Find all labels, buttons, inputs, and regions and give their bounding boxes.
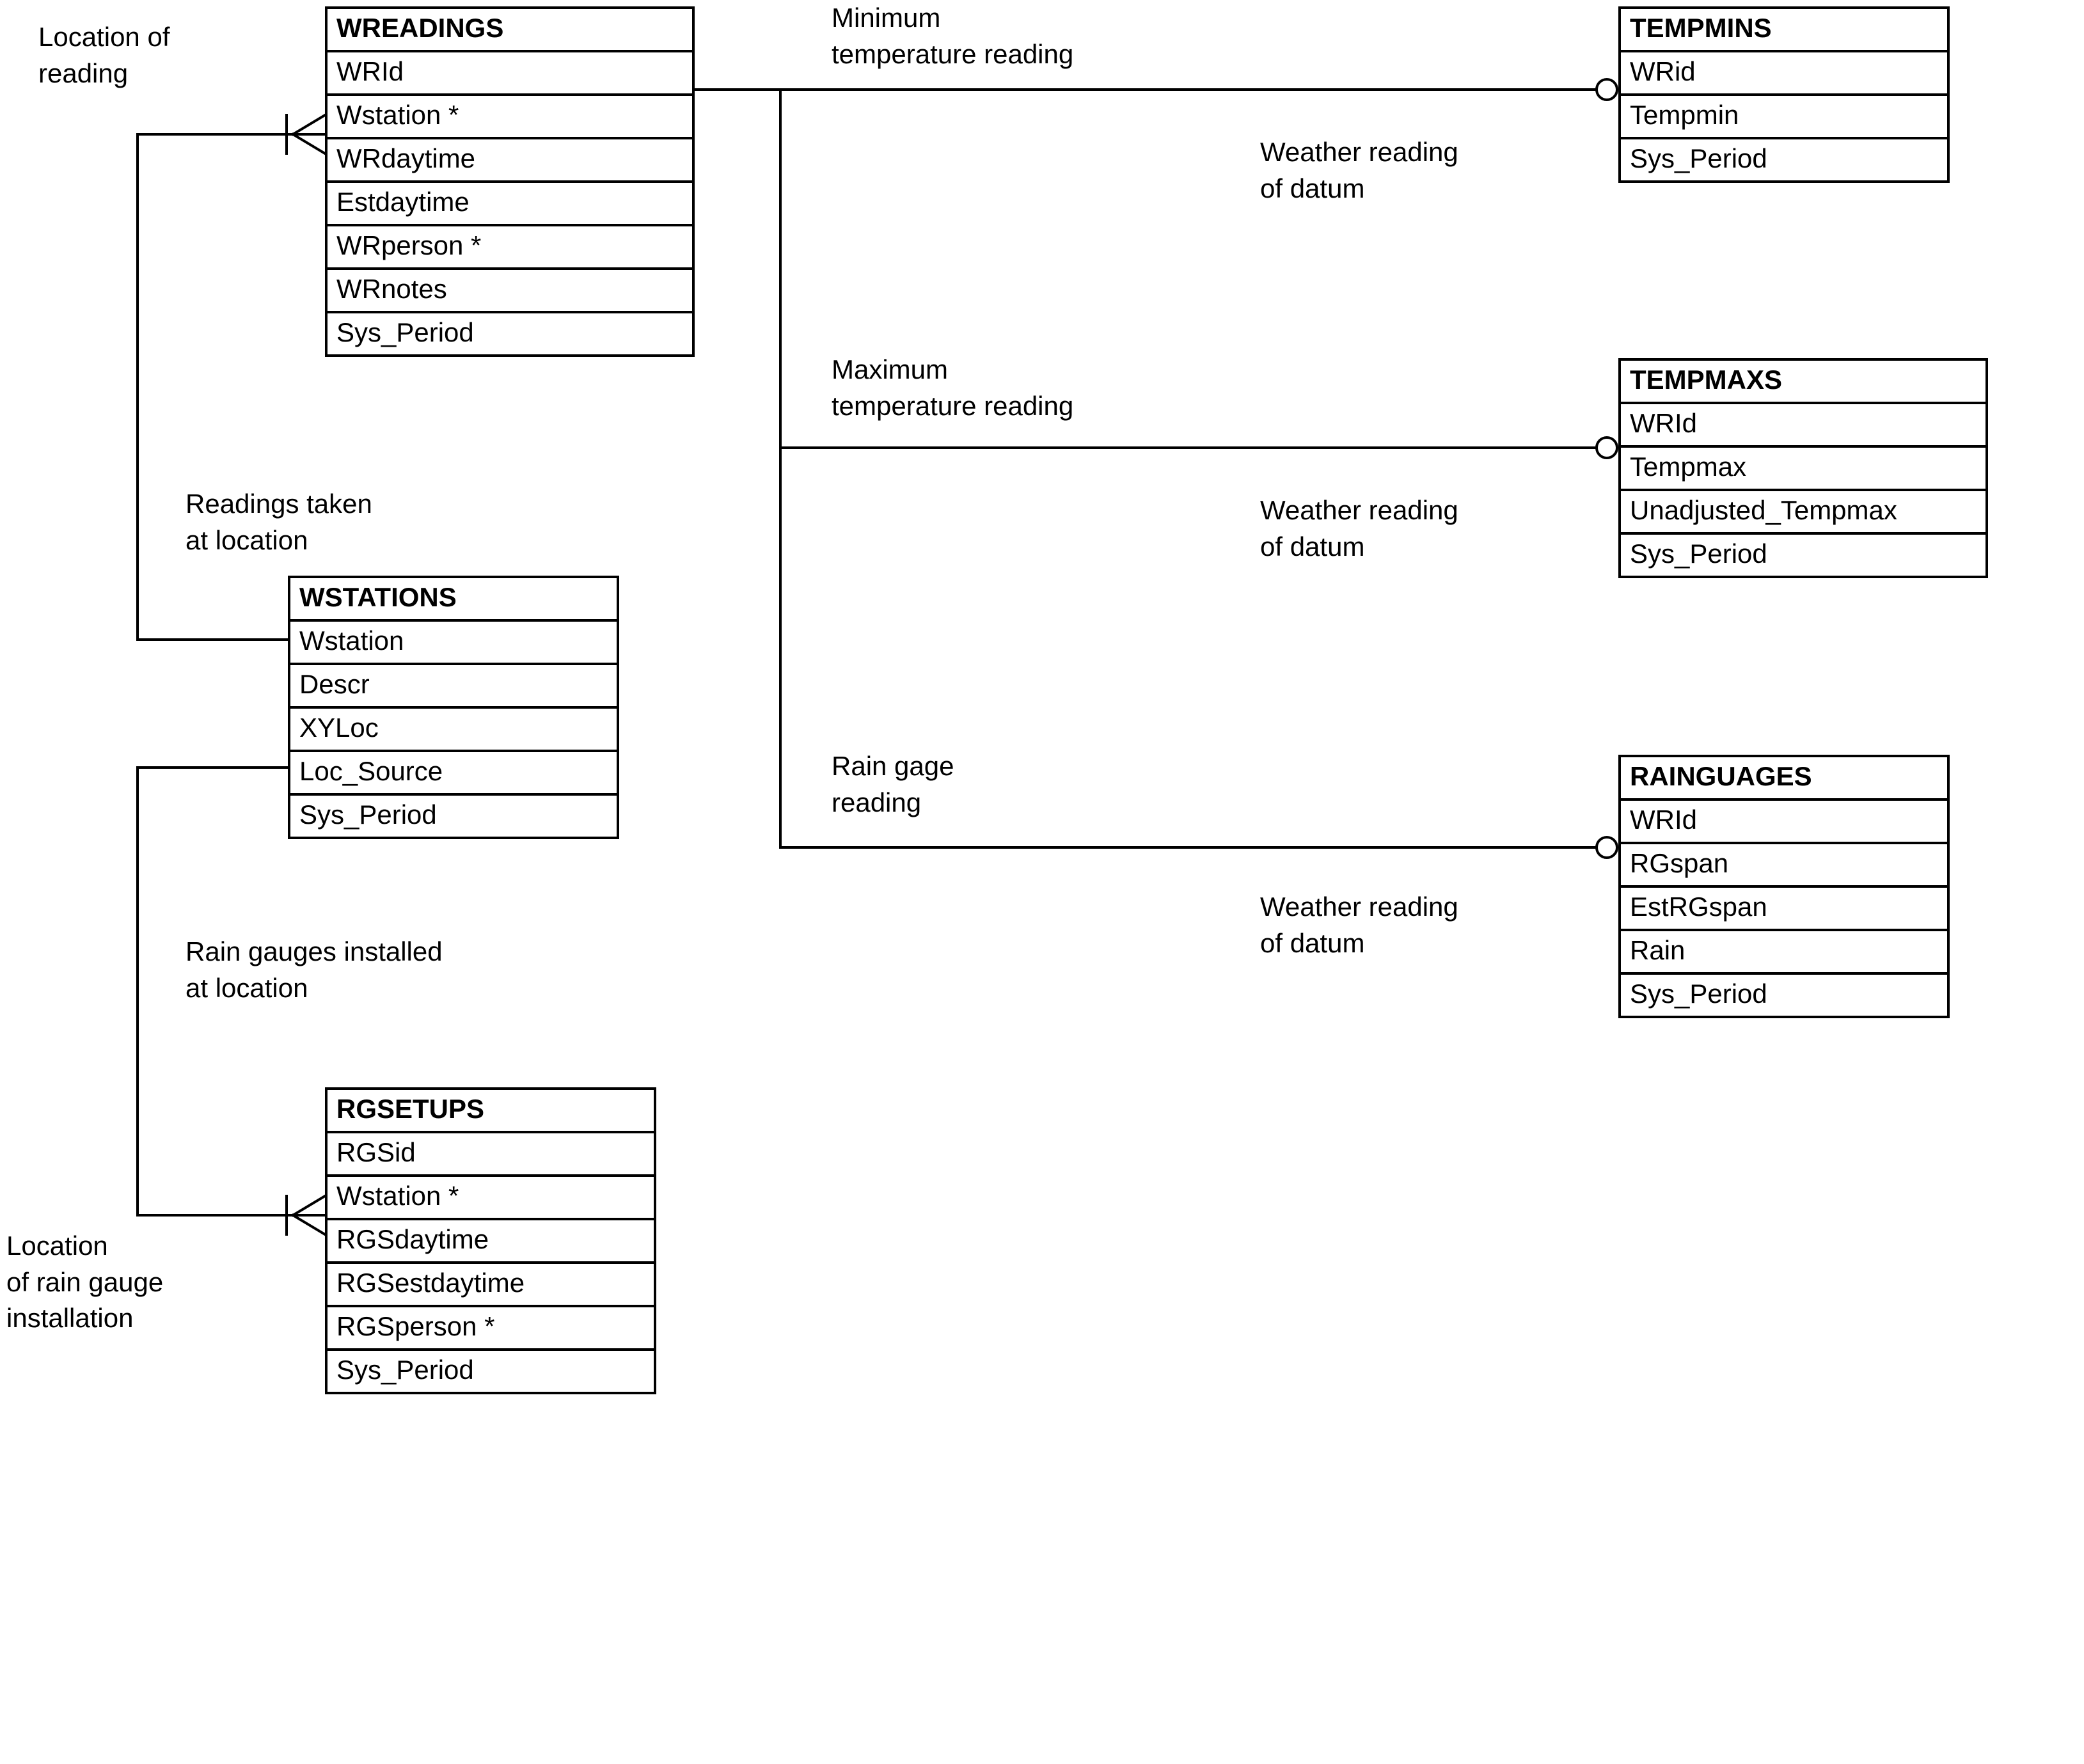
entity-row: Wstation <box>290 622 617 665</box>
entity-row: Loc_Source <box>290 752 617 796</box>
edge-wstations-to-wreadings <box>138 134 325 640</box>
label-weather_datum_1: Weather reading of datum <box>1260 134 1458 207</box>
entity-title: RAINGUAGES <box>1621 757 1947 801</box>
entity-row: Tempmax <box>1621 448 1985 491</box>
entity-row: WRId <box>328 52 692 96</box>
entity-title: RGSETUPS <box>328 1090 654 1133</box>
entity-row: WRnotes <box>328 270 692 313</box>
label-rain_gauges_at_loc: Rain gauges installed at location <box>186 934 443 1006</box>
label-rain_gage_reading: Rain gage reading <box>832 748 954 821</box>
entity-row: Estdaytime <box>328 183 692 226</box>
entity-row: Sys_Period <box>328 313 692 354</box>
label-loc_of_rg_install: Location of rain gauge installation <box>6 1228 163 1337</box>
entity-row: Tempmin <box>1621 96 1947 139</box>
entity-row: Rain <box>1621 931 1947 975</box>
entity-title: TEMPMAXS <box>1621 361 1985 404</box>
entity-row: RGSperson * <box>328 1307 654 1351</box>
label-weather_datum_3: Weather reading of datum <box>1260 889 1458 961</box>
entity-row: WRdaytime <box>328 139 692 183</box>
entity-row: EstRGspan <box>1621 888 1947 931</box>
entity-row: WRId <box>1621 801 1947 844</box>
entity-tempmaxs: TEMPMAXSWRIdTempmaxUnadjusted_TempmaxSys… <box>1618 358 1988 578</box>
entity-rainguages: RAINGUAGESWRIdRGspanEstRGspanRainSys_Per… <box>1618 755 1950 1018</box>
label-weather_datum_2: Weather reading of datum <box>1260 492 1458 565</box>
entity-row: Sys_Period <box>290 796 617 837</box>
entity-row: XYLoc <box>290 709 617 752</box>
entity-row: RGSid <box>328 1133 654 1177</box>
label-min_temp_reading: Minimum temperature reading <box>832 0 1073 72</box>
edge-marker <box>287 115 325 154</box>
entity-row: RGSestdaytime <box>328 1264 654 1307</box>
edge-marker <box>1597 79 1617 100</box>
entity-title: TEMPMINS <box>1621 9 1947 52</box>
entity-row: Descr <box>290 665 617 709</box>
entity-row: WRId <box>1621 404 1985 448</box>
entity-row: Sys_Period <box>1621 535 1985 576</box>
entity-row: Sys_Period <box>1621 975 1947 1016</box>
entity-row: RGSdaytime <box>328 1220 654 1264</box>
entity-row: WRperson * <box>328 226 692 270</box>
entity-rgsetups: RGSETUPSRGSidWstation *RGSdaytimeRGSestd… <box>325 1087 656 1394</box>
entity-wreadings: WREADINGSWRIdWstation *WRdaytimeEstdayti… <box>325 6 695 357</box>
edge-marker <box>1597 437 1617 458</box>
entity-row: Sys_Period <box>1621 139 1947 180</box>
entity-row: Sys_Period <box>328 1351 654 1392</box>
label-readings_at_loc: Readings taken at location <box>186 486 372 558</box>
entity-row: Wstation * <box>328 96 692 139</box>
label-max_temp_reading: Maximum temperature reading <box>832 352 1073 424</box>
entity-row: Wstation * <box>328 1177 654 1220</box>
entity-row: WRid <box>1621 52 1947 96</box>
edge-marker <box>287 1196 325 1234</box>
edge-marker <box>1597 837 1617 858</box>
entity-title: WSTATIONS <box>290 578 617 622</box>
entity-title: WREADINGS <box>328 9 692 52</box>
entity-row: RGspan <box>1621 844 1947 888</box>
er-diagram: WREADINGSWRIdWstation *WRdaytimeEstdayti… <box>0 0 2084 1764</box>
label-loc_of_reading: Location of reading <box>38 19 170 91</box>
entity-wstations: WSTATIONSWstationDescrXYLocLoc_SourceSys… <box>288 576 619 839</box>
entity-tempmins: TEMPMINSWRidTempminSys_Period <box>1618 6 1950 183</box>
entity-row: Unadjusted_Tempmax <box>1621 491 1985 535</box>
